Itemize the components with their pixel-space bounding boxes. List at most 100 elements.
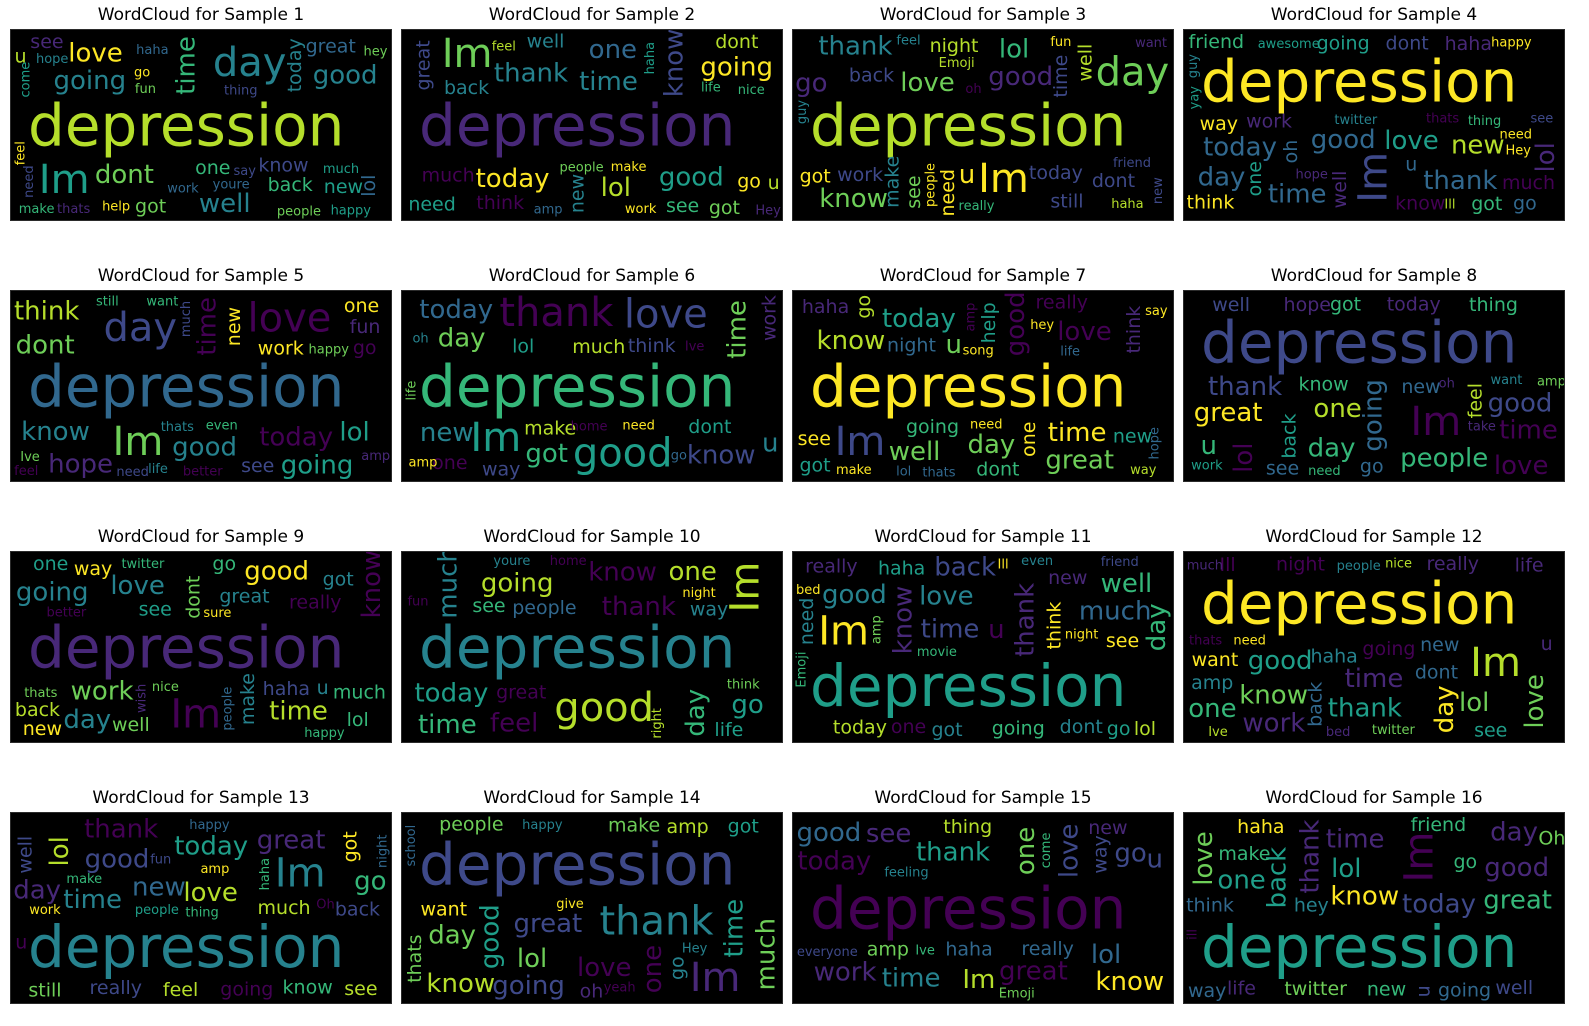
panel-title: WordCloud for Sample 2 [488,5,696,25]
wordcloud-word: youre [213,177,250,192]
wordcloud-word: well [889,437,941,467]
wordcloud-word: new [1420,634,1459,656]
wordcloud-word: great [413,40,435,90]
wordcloud-word: dont [715,31,758,53]
wordcloud-word: feel [490,708,538,738]
wordcloud-word: come [19,62,34,98]
wordcloud-word: say [234,164,257,179]
wordcloud-word: know [1395,193,1445,215]
wordcloud-word: today [1029,162,1083,184]
wordcloud-word: think [628,335,676,357]
wordcloud-word: great [257,825,326,855]
wordcloud-word: back [335,899,380,921]
wordcloud-word: time [171,36,201,95]
wordcloud-word: lol [1091,940,1121,970]
wordcloud-word: dont [1415,662,1458,684]
wordcloud-word: today [882,304,956,334]
wordcloud-word: lol [601,173,631,203]
wordcloud-word: new [223,307,245,346]
wordcloud-word: think [14,296,79,326]
wordcloud-word: Emoji [794,652,809,688]
wordcloud-word: good [475,904,505,969]
wordcloud-word: day [213,40,287,86]
wordcloud-image: depression Im day good thank love time one know l… [1183,551,1565,743]
wordcloud-word: one [589,35,637,65]
wordcloud-word: life [404,381,419,401]
wordcloud-word: really [90,977,143,999]
wordcloud-word: new [132,873,186,903]
wordcloud-word: haha [802,296,849,318]
wordcloud-top-word: depression [810,91,1126,159]
wordcloud-word: happy [189,818,230,833]
wordcloud-word: happy [304,726,345,741]
wordcloud-word: much [179,301,194,337]
wordcloud-word: love [900,68,955,98]
wordcloud-word: hope [48,450,113,480]
wordcloud-word: people [1337,559,1381,574]
panel-title: WordCloud for Sample 12 [1265,527,1483,547]
wordcloud-word: awesome [1258,37,1320,52]
wordcloud-word: day [1198,163,1246,193]
wordcloud-word: people [512,597,576,619]
wordcloud-word: feel [163,979,198,1001]
wordcloud-word: going [1358,379,1388,452]
wordcloud-word: going [700,52,773,82]
panel-title: WordCloud for Sample 11 [874,527,1092,547]
wordcloud-word: still [1050,191,1083,213]
wordcloud-word: one [638,945,668,993]
wordcloud-word: good [1484,853,1549,883]
wordcloud-word: think [476,192,524,214]
wordcloud-word: see [903,175,925,208]
wordcloud-word: well [1329,171,1351,209]
wordcloud-word: dont [1386,32,1429,54]
wordcloud-word: u [1412,985,1434,997]
wordcloud-word: want [1490,373,1522,388]
wordcloud-image: depression Im thank good love day great time goi… [401,812,783,1004]
wordcloud-word: Im [442,31,493,77]
wordcloud-word: Oh [316,898,334,913]
wordcloud-word: still [28,980,61,1002]
panel-title: WordCloud for Sample 5 [97,266,305,286]
wordcloud-image: depression Im good day thank time going know muc… [401,551,783,743]
wordcloud-word: lol [1331,854,1361,884]
wordcloud-word: friend [1411,814,1467,836]
wordcloud-word: Im [1470,640,1521,686]
wordcloud-word: good [796,818,861,848]
wordcloud-word: time [269,697,328,727]
wordcloud-top-word: depression [810,874,1126,942]
wordcloud-word: got [323,569,354,591]
wordcloud-word: know [819,184,888,214]
wordcloud-word: see [472,595,505,617]
wordcloud-word: got [135,196,166,218]
wordcloud-word: work [1191,458,1223,473]
wordcloud-word: night [682,586,715,601]
wordcloud-word: amp [534,202,563,217]
wordcloud-word: go [1107,718,1131,740]
wordcloud-word: hope [1284,294,1331,316]
wordcloud-word: thing [1469,294,1518,316]
wordcloud-canvas: depression Im thank love good great time today g… [796,816,1164,1002]
wordcloud-word: time [1050,55,1072,98]
wordcloud-word: need [796,598,818,645]
wordcloud-word: night [1276,553,1325,575]
wordcloud-word: oh [1439,376,1455,391]
wordcloud-word: lol [347,709,369,731]
wordcloud-word: new [1113,426,1152,448]
wordcloud-word: Ill [1444,197,1455,212]
wordcloud-word: one [432,452,467,474]
wordcloud-word: day [1096,50,1170,96]
wordcloud-image: depression Im day love good going know time work… [10,551,392,743]
wordcloud-word: got [525,439,568,469]
wordcloud-word: going [906,416,959,438]
wordcloud-word: make [237,673,259,725]
wordcloud-word: happy [309,343,350,358]
wordcloud-canvas: depression Im thank good love day great time goi… [404,814,782,1003]
wordcloud-word: night [930,35,979,57]
wordcloud-word: thing [1468,114,1501,129]
wordcloud-word: night [1065,628,1098,643]
